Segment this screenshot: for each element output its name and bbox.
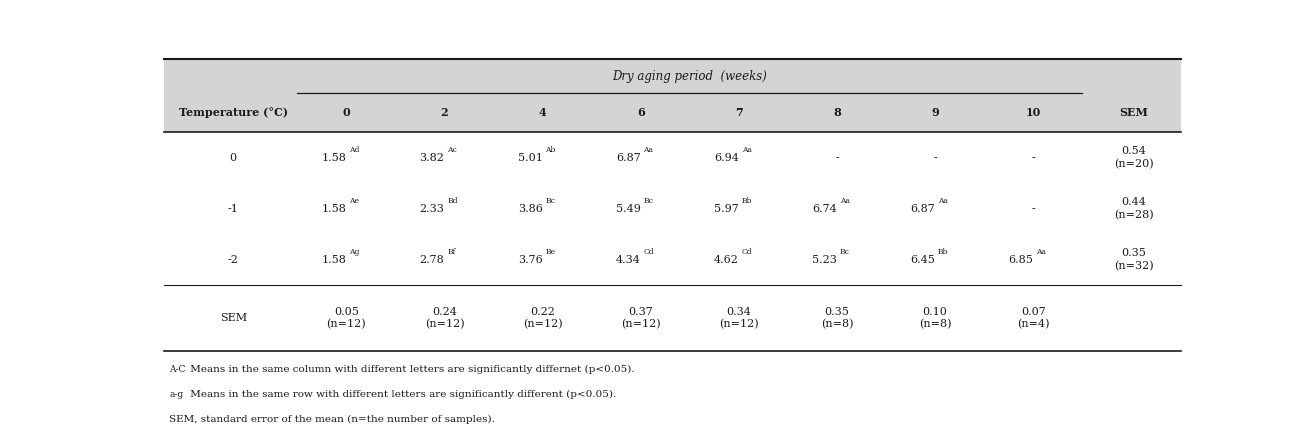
Text: Aa: Aa [938,197,947,204]
Text: 3.76: 3.76 [518,255,543,265]
Text: 0.05
(n=12): 0.05 (n=12) [327,307,366,330]
Text: Means in the same row with different letters are significantly different (p<0.05: Means in the same row with different let… [188,390,617,399]
Text: 3.82: 3.82 [420,153,445,163]
Text: 9: 9 [932,107,939,118]
Text: 6.87: 6.87 [615,153,640,163]
Text: 6.45: 6.45 [911,255,935,265]
Text: Bc: Bc [643,197,653,204]
Text: Ad: Ad [349,146,359,153]
Text: SEM: SEM [1119,107,1148,118]
Text: -: - [834,153,838,163]
Text: 4.34: 4.34 [615,255,640,265]
Text: A-C: A-C [169,364,185,374]
Text: Temperature (°C): Temperature (°C) [178,107,287,118]
Text: 7: 7 [735,107,743,118]
Text: 6.87: 6.87 [911,204,935,214]
Text: 0.34
(n=12): 0.34 (n=12) [719,307,758,330]
Text: 5.49: 5.49 [615,204,640,214]
Text: Be: Be [546,248,555,255]
Text: -: - [933,153,937,163]
Text: -1: -1 [228,204,239,214]
Text: SEM: SEM [219,313,247,323]
Text: 2: 2 [441,107,449,118]
Text: 0.07
(n=4): 0.07 (n=4) [1017,307,1050,330]
Text: Ac: Ac [447,146,457,153]
Text: 0.35
(n=8): 0.35 (n=8) [821,307,853,330]
Text: Cd: Cd [643,248,655,255]
Text: 6: 6 [636,107,644,118]
Text: Means in the same column with different letters are significantly differnet (p<0: Means in the same column with different … [188,364,635,374]
Text: 4: 4 [539,107,547,118]
Text: Dry aging period  (weeks): Dry aging period (weeks) [613,70,768,83]
Text: Bb: Bb [938,248,949,255]
Text: Bf: Bf [447,248,455,255]
Text: 1.58: 1.58 [321,153,346,163]
Text: 0.37
(n=12): 0.37 (n=12) [621,307,660,330]
Text: 6.74: 6.74 [812,204,837,214]
Text: 1.58: 1.58 [321,204,346,214]
Text: 0.22
(n=12): 0.22 (n=12) [522,307,563,330]
Text: Bc: Bc [546,197,555,204]
Text: 0: 0 [230,153,236,163]
Text: SEM, standard error of the mean (n=the number of samples).: SEM, standard error of the mean (n=the n… [169,415,495,424]
Text: Bd: Bd [447,197,458,204]
Text: 0.54
(n=20): 0.54 (n=20) [1114,146,1153,169]
Text: 10: 10 [1026,107,1040,118]
Text: 8: 8 [833,107,841,118]
Text: -: - [1031,153,1035,163]
Text: a-g: a-g [169,390,184,399]
Text: 6.94: 6.94 [714,153,739,163]
Text: Ae: Ae [349,197,359,204]
Text: 0.10
(n=8): 0.10 (n=8) [918,307,951,330]
Text: 0: 0 [342,107,350,118]
Text: 1.58: 1.58 [321,255,346,265]
Text: Aa: Aa [643,146,653,153]
Text: 5.23: 5.23 [812,255,837,265]
Text: Ab: Ab [546,146,556,153]
Text: 4.62: 4.62 [714,255,739,265]
Text: 0.35
(n=32): 0.35 (n=32) [1114,249,1153,271]
Text: Aa: Aa [1036,248,1046,255]
Text: 0.24
(n=12): 0.24 (n=12) [425,307,464,330]
Text: 0.44
(n=28): 0.44 (n=28) [1114,198,1153,220]
Text: Ag: Ag [349,248,359,255]
Text: -2: -2 [228,255,239,265]
Text: -: - [1031,204,1035,214]
Text: Bb: Bb [741,197,752,204]
Text: Aa: Aa [840,197,850,204]
Text: 6.85: 6.85 [1008,255,1033,265]
Text: Cd: Cd [741,248,752,255]
Text: Aa: Aa [741,146,752,153]
Text: 5.97: 5.97 [714,204,739,214]
Text: 2.78: 2.78 [420,255,445,265]
Text: Bc: Bc [840,248,850,255]
Text: 5.01: 5.01 [518,153,543,163]
Text: 2.33: 2.33 [420,204,445,214]
Text: 3.86: 3.86 [518,204,543,214]
